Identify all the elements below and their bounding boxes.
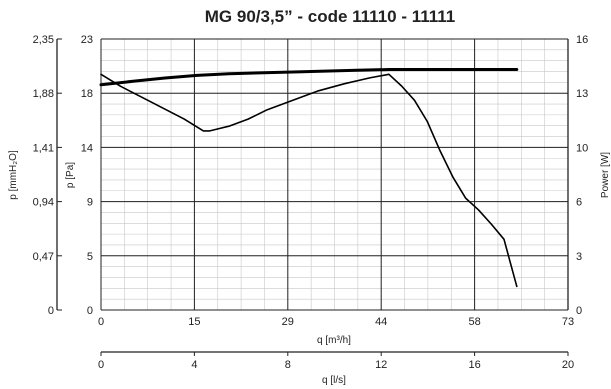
y-axis-tick-label: 23 [81, 34, 93, 46]
y-axis-right-tick-label: 16 [576, 34, 588, 46]
y-axis-right-tick-label: 3 [576, 251, 582, 263]
x-axis-secondary-tick-label: 0 [98, 359, 104, 371]
y-axis-outer-tick-label: 0,47 [33, 251, 54, 263]
x-axis-secondary-tick-label: 16 [468, 359, 480, 371]
y-axis-right-tick-label: 6 [576, 197, 582, 209]
y-axis-tick-label: 14 [81, 142, 93, 154]
y-axis-tick-label: 18 [81, 88, 93, 100]
y-axis-right-tick-label: 13 [576, 88, 588, 100]
y-axis-label: p [Pa] [65, 162, 76, 188]
x-axis-tick-label: 73 [562, 316, 574, 328]
x-axis-tick-label: 44 [375, 316, 387, 328]
y-axis-outer-tick-label: 1,88 [33, 88, 54, 100]
y-axis-outer-tick-label: 0,94 [33, 197, 54, 209]
chart-title: MG 90/3,5” - code 11110 - 11111 [205, 7, 455, 26]
x-axis-secondary-tick-label: 20 [562, 359, 574, 371]
x-axis-tick-label: 29 [282, 316, 294, 328]
y-axis-right-label: Power [W] [600, 152, 611, 198]
x-axis-secondary-tick-label: 4 [191, 359, 197, 371]
x-axis-tick-label: 0 [98, 316, 104, 328]
y-axis-outer-label: p [mmH₂O] [8, 150, 19, 200]
y-axis-outer-tick-label: 2,35 [33, 34, 54, 46]
x-axis-tick-label: 58 [468, 316, 480, 328]
y-axis-outer-tick-label: 0 [48, 305, 54, 317]
y-axis-tick-label: 5 [87, 251, 93, 263]
y-axis-tick-label: 0 [87, 305, 93, 317]
x-axis-secondary-tick-label: 8 [285, 359, 291, 371]
y-axis-outer-tick-label: 1,41 [33, 142, 54, 154]
y-axis-tick-label: 9 [87, 197, 93, 209]
power-curve-line [99, 68, 519, 87]
series-layer [99, 68, 519, 288]
pressure-curve-line [100, 73, 518, 288]
x-axis-tick-label: 15 [188, 316, 200, 328]
x-axis-secondary-label: q [l/s] [322, 375, 346, 386]
minor-grid [101, 39, 568, 310]
y-axis-right-tick-label: 10 [576, 142, 588, 154]
x-axis-label: q [m³/h] [317, 335, 351, 346]
y-axis-right-tick-label: 0 [576, 305, 582, 317]
axes [56, 38, 569, 356]
major-grid [100, 38, 569, 311]
x-axis-secondary-tick-label: 12 [375, 359, 387, 371]
